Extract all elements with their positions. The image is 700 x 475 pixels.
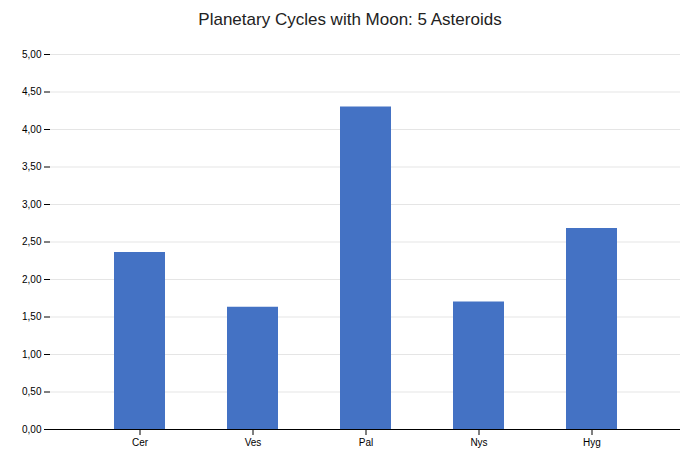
svg-text:4,00: 4,00: [22, 124, 42, 135]
svg-text:Pal: Pal: [359, 437, 373, 448]
svg-text:0,00: 0,00: [22, 424, 42, 435]
html-text:Planetary Cycles with Moon: 5: Planetary Cycles with Moon: 5 Asteroids: [198, 10, 502, 29]
svg-text:3,50: 3,50: [22, 161, 42, 172]
svg-text:1,00: 1,00: [22, 349, 42, 360]
svg-text:Nys: Nys: [470, 437, 487, 448]
svg-text:2,00: 2,00: [22, 274, 42, 285]
svg-text:1,50: 1,50: [22, 311, 42, 322]
svg-text:0,50: 0,50: [22, 386, 42, 397]
svg-text:5,00: 5,00: [22, 49, 42, 60]
svg-text:Hyg: Hyg: [583, 437, 601, 448]
svg-text:2,50: 2,50: [22, 236, 42, 247]
svg-text:Cer: Cer: [132, 437, 149, 448]
svg-text:Ves: Ves: [245, 437, 262, 448]
svg-text:4,50: 4,50: [22, 86, 42, 97]
svg-text:3,00: 3,00: [22, 199, 42, 210]
